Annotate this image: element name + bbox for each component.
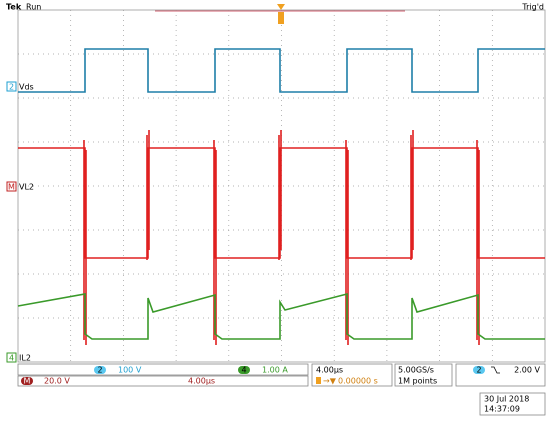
- ch4-label: IL2: [19, 354, 31, 363]
- math-badge-number: M: [24, 377, 31, 386]
- timebase-scale: 4.00µs: [316, 366, 343, 375]
- record-length: 1M points: [398, 377, 437, 386]
- math-time: 4.00µs: [188, 377, 215, 386]
- ch4-badge: [238, 366, 250, 374]
- math-marker: [6, 181, 17, 192]
- ch4-scale: 1.00 A: [262, 366, 288, 375]
- ch4-waveform: [17, 292, 545, 340]
- math-number: M: [8, 183, 15, 192]
- graticule-border: [17, 9, 546, 363]
- trigger-status: Trig'd: [521, 3, 544, 12]
- ch2-marker: [6, 81, 17, 92]
- math-label: VL2: [19, 183, 34, 192]
- timebase-readout: [311, 363, 393, 387]
- math-scale: 20.0 V: [44, 377, 70, 386]
- ch2-badge: [94, 366, 106, 374]
- trigger-slope-icon: [491, 366, 500, 374]
- timebase-position: 0.00000 s: [338, 377, 378, 386]
- ch2-badge-number: 2: [97, 366, 102, 375]
- brand: Tek: [6, 3, 22, 12]
- date: 30 Jul 2018: [484, 395, 529, 404]
- sample-rate: 5.00GS/s: [398, 366, 434, 375]
- ch4-number: 4: [9, 354, 14, 363]
- math-badge: [21, 377, 33, 385]
- time: 14:37:09: [484, 405, 520, 414]
- ch4-marker: [6, 352, 17, 363]
- position-icon: [316, 377, 321, 384]
- acquisition-readout: [394, 363, 453, 387]
- ch2-waveform: [18, 48, 545, 93]
- ch4-badge-number: 4: [241, 366, 246, 375]
- trigger-position-marker: [277, 4, 285, 24]
- timestamp-box: [479, 392, 546, 416]
- trigger-source: 2: [476, 366, 481, 375]
- math-waveform: [18, 130, 545, 345]
- ch2-scale: 100 V: [118, 366, 142, 375]
- trigger-badge: [473, 366, 485, 374]
- trigger-level: 2.00 V: [514, 366, 540, 375]
- position-arrow: →▼: [323, 377, 337, 386]
- ch2-label: Vds: [19, 83, 34, 92]
- run-status: Run: [26, 3, 41, 12]
- math-readout: [17, 375, 309, 387]
- vertical-readout: [17, 363, 309, 376]
- ch2-number: 2: [9, 83, 14, 92]
